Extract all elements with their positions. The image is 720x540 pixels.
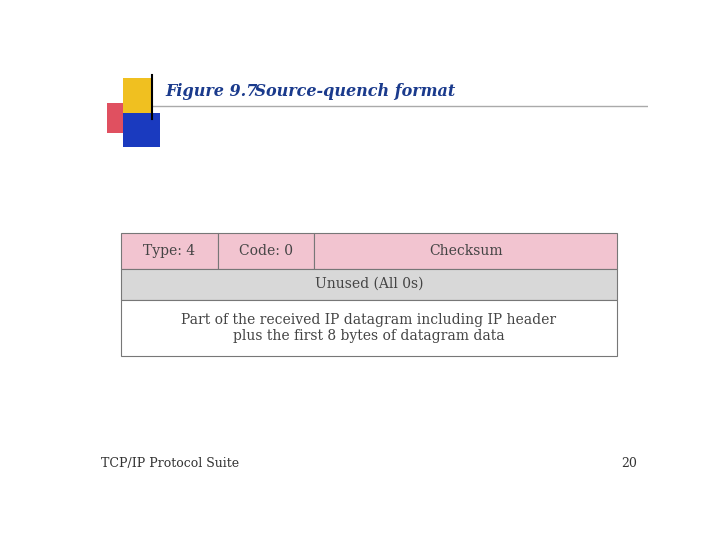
Text: Source-quench format: Source-quench format xyxy=(233,83,456,100)
Bar xyxy=(124,113,160,147)
Bar xyxy=(217,233,315,268)
Text: Type: 4: Type: 4 xyxy=(143,244,195,258)
Bar xyxy=(121,233,217,268)
Bar xyxy=(107,104,133,133)
Text: Unused (All 0s): Unused (All 0s) xyxy=(315,277,423,291)
Bar xyxy=(315,233,617,268)
Text: TCP/IP Protocol Suite: TCP/IP Protocol Suite xyxy=(101,457,239,470)
Bar xyxy=(121,300,617,356)
Bar xyxy=(121,268,617,300)
Text: 20: 20 xyxy=(621,457,637,470)
Text: Checksum: Checksum xyxy=(429,244,503,258)
Text: Part of the received IP datagram including IP header
plus the first 8 bytes of d: Part of the received IP datagram includi… xyxy=(181,313,557,343)
Text: Figure 9.7: Figure 9.7 xyxy=(166,83,258,100)
Bar xyxy=(124,78,153,116)
Text: Code: 0: Code: 0 xyxy=(239,244,293,258)
